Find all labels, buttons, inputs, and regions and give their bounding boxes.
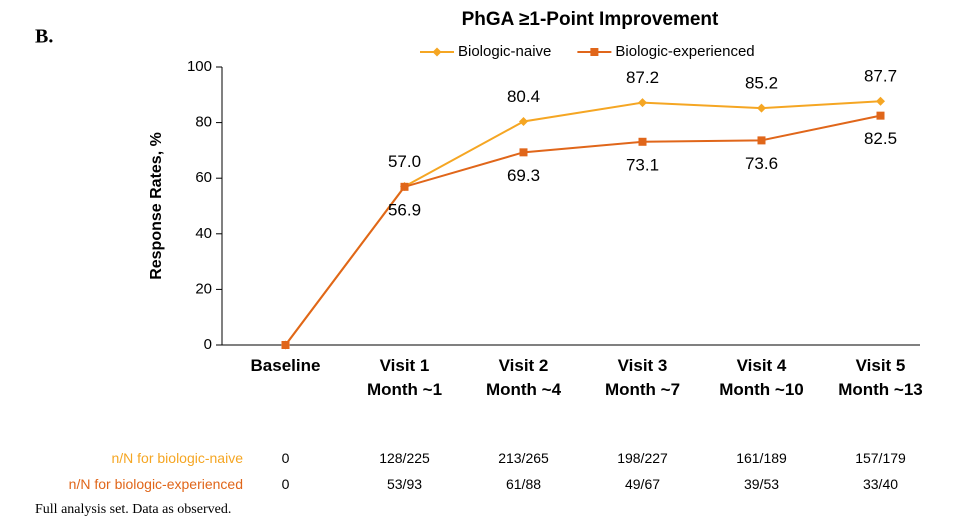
data-label: 73.6 [745,154,778,173]
data-label: 82.5 [864,129,897,148]
y-tick-label: 20 [195,280,212,297]
table-cell: 33/40 [862,476,899,492]
table-cell: 198/227 [617,450,668,466]
x-tick-label: Visit 4 Month ~10 [719,356,804,399]
table-cell: 0 [281,476,290,492]
y-tick-label: 100 [187,58,212,75]
legend-label: Biologic-experienced [615,43,754,60]
point [281,341,290,349]
point [519,148,528,157]
table-row-label: n/N for biologic-naive [111,450,243,466]
table-row-label: n/N for biologic-experienced [68,476,243,492]
data-label: 73.1 [626,155,659,174]
footnote: Full analysis set. Data as observed. [35,502,231,517]
table-cell: 49/67 [624,476,661,492]
series-line [284,114,881,346]
table-cell: 39/53 [743,476,780,492]
series-line [284,100,881,346]
point [638,98,647,108]
point [757,103,766,113]
y-tick-label: 0 [204,336,212,353]
table-cell: 61/88 [505,476,542,492]
point [400,182,409,191]
x-tick-label: Visit 1 Month ~1 [366,356,443,399]
x-tick-label: Visit 2 Month ~4 [485,356,562,399]
data-label: 87.7 [864,67,897,86]
point [638,137,647,146]
table-cell: 157/179 [855,450,906,466]
data-label: 85.2 [745,74,778,93]
table-cell: 0 [281,450,290,466]
point [590,48,599,56]
legend-label: Biologic-naive [458,43,551,60]
table-cell: 213/265 [498,450,549,466]
data-label: 57.0 [388,152,421,171]
chart-title: PhGA ≥1-Point Improvement [462,9,719,30]
y-tick-label: 80 [195,114,212,131]
y-tick-label: 40 [195,225,212,242]
point [876,111,885,120]
x-tick-label: Visit 5 Month ~13 [838,356,923,399]
table-cell: 53/93 [386,476,423,492]
data-label: 80.4 [507,87,540,106]
point [519,116,528,126]
x-tick-label: Visit 3 Month ~7 [604,356,681,399]
point [432,47,442,57]
point [876,96,885,106]
y-tick-label: 60 [195,169,212,186]
table-cell: 128/225 [379,450,430,466]
point [757,136,766,145]
data-label: 56.9 [388,200,421,219]
data-label: 69.3 [507,166,540,185]
table-cell: 161/189 [736,450,787,466]
panel-label: B. [35,26,53,48]
x-tick-label: Baseline [250,356,321,375]
data-label: 87.2 [626,68,659,87]
y-axis-label: Response Rates, % [148,132,165,280]
